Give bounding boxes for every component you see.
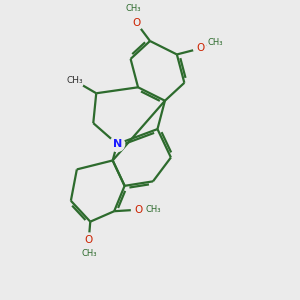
Circle shape (145, 201, 161, 218)
Text: CH₃: CH₃ (81, 248, 97, 257)
Circle shape (130, 16, 143, 30)
Circle shape (66, 72, 84, 90)
Text: O: O (134, 205, 142, 215)
Text: O: O (132, 18, 141, 28)
Circle shape (110, 136, 124, 152)
Circle shape (207, 34, 224, 51)
Circle shape (194, 42, 207, 55)
Circle shape (131, 203, 145, 216)
Circle shape (80, 245, 97, 261)
Text: CH₃: CH₃ (207, 38, 223, 47)
Circle shape (125, 0, 142, 17)
Text: CH₃: CH₃ (126, 4, 141, 13)
Circle shape (82, 233, 95, 246)
Text: CH₃: CH₃ (66, 76, 83, 85)
Text: N: N (112, 139, 122, 149)
Text: CH₃: CH₃ (145, 205, 161, 214)
Text: O: O (85, 235, 93, 244)
Text: O: O (196, 44, 204, 53)
